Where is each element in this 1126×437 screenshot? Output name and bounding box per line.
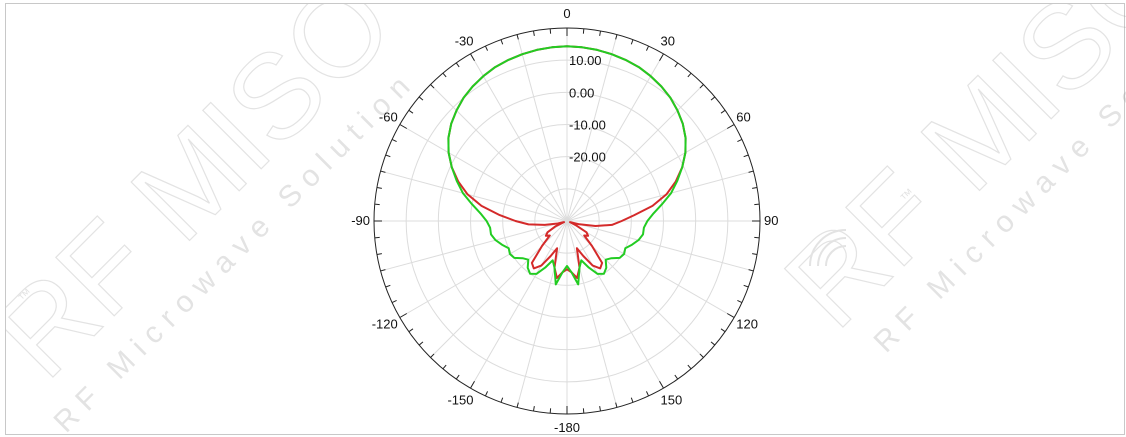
ring-value-label: 10.00 bbox=[569, 53, 602, 68]
angle-tick-mark bbox=[699, 353, 704, 358]
angle-tick-mark bbox=[599, 406, 602, 412]
angle-tick-mark bbox=[532, 406, 535, 412]
angle-tick-label: -180 bbox=[554, 420, 580, 435]
polar-labels: 0 30 60 90 120 150 -180 -150 -120 -90 -60 -30 10.00 0… bbox=[351, 6, 778, 435]
angle-tick-mark bbox=[470, 380, 475, 389]
angle-tick-mark bbox=[532, 30, 535, 36]
angle-tick-mark bbox=[516, 402, 519, 408]
angle-tick-mark bbox=[516, 34, 519, 40]
polar-grid bbox=[373, 27, 761, 415]
ring-value-label: 0.00 bbox=[569, 85, 594, 100]
watermark-signal-icon bbox=[809, 229, 847, 267]
angle-tick-mark bbox=[500, 397, 504, 403]
angle-tick-label: 150 bbox=[661, 392, 683, 407]
angle-tick-mark bbox=[599, 30, 602, 36]
angle-tick-mark bbox=[430, 84, 435, 89]
angle-tick-mark bbox=[748, 269, 754, 272]
angle-tick-mark bbox=[726, 313, 735, 318]
angle-tick-label: -120 bbox=[372, 317, 398, 332]
angle-tick-mark bbox=[391, 299, 397, 304]
angle-tick-mark bbox=[385, 284, 391, 288]
angle-tick-mark bbox=[737, 299, 743, 304]
angle-tick-mark bbox=[408, 109, 414, 114]
angle-tick-mark bbox=[710, 341, 716, 346]
angle-tick-mark bbox=[726, 124, 735, 129]
angle-tick-mark bbox=[484, 391, 489, 397]
angle-tick-mark bbox=[687, 72, 692, 78]
angle-tick-mark bbox=[720, 109, 726, 114]
angle-tick-mark bbox=[645, 391, 650, 397]
angle-tick-mark bbox=[720, 328, 726, 333]
angle-tick-label: 30 bbox=[661, 34, 675, 49]
angle-tick-mark bbox=[391, 138, 397, 143]
angle-tick-mark bbox=[430, 353, 435, 358]
angle-tick-label: 120 bbox=[736, 317, 758, 332]
angle-tick-mark bbox=[455, 62, 460, 68]
angle-tick-mark bbox=[674, 62, 679, 68]
polar-series bbox=[447, 45, 687, 286]
angle-tick-mark bbox=[380, 170, 386, 173]
angle-tick-mark bbox=[659, 53, 664, 62]
ring-gridline bbox=[534, 188, 600, 254]
ring-value-label: -10.00 bbox=[569, 118, 606, 133]
ring-gridline bbox=[470, 124, 664, 318]
angle-tick-mark bbox=[484, 45, 489, 51]
angle-tick-mark bbox=[470, 53, 475, 62]
ring-value-label: -20.00 bbox=[569, 150, 606, 165]
chart-frame: RF MISO RF Microwave Solution ™ RF MISO … bbox=[5, 3, 1126, 436]
angle-tick-label: -30 bbox=[455, 34, 474, 49]
angle-tick-mark bbox=[687, 364, 692, 370]
angle-tick-mark bbox=[399, 124, 408, 129]
angle-tick-mark bbox=[748, 170, 754, 173]
angle-tick-mark bbox=[699, 84, 704, 89]
angle-tick-mark bbox=[630, 39, 634, 45]
series-trace-2 bbox=[447, 45, 687, 286]
angle-tick-mark bbox=[737, 138, 743, 143]
angle-tick-mark bbox=[752, 253, 758, 256]
angle-tick-mark bbox=[710, 96, 716, 101]
angle-tick-mark bbox=[659, 380, 664, 389]
polar-ticks bbox=[374, 28, 760, 414]
angle-tick-mark bbox=[455, 374, 460, 380]
angle-tick-mark bbox=[500, 39, 504, 45]
angle-tick-mark bbox=[408, 328, 414, 333]
angle-tick-mark bbox=[376, 186, 382, 189]
ring-gridline bbox=[405, 59, 729, 383]
angle-tick-label: 0 bbox=[563, 6, 570, 21]
angle-tick-label: 60 bbox=[736, 110, 750, 125]
angle-tick-label: -60 bbox=[379, 110, 398, 125]
angle-tick-mark bbox=[399, 313, 408, 318]
angle-tick-mark bbox=[752, 186, 758, 189]
angle-tick-mark bbox=[385, 154, 391, 158]
angle-tick-mark bbox=[743, 284, 749, 288]
angle-tick-mark bbox=[380, 269, 386, 272]
ring-gridline bbox=[502, 156, 632, 286]
angle-tick-mark bbox=[418, 341, 424, 346]
angle-tick-mark bbox=[645, 45, 650, 51]
watermark-brand-left: RF MISO bbox=[6, 4, 418, 402]
ring-gridline bbox=[437, 91, 697, 351]
angle-tick-label: -150 bbox=[447, 392, 473, 407]
angle-tick-mark bbox=[615, 34, 618, 40]
angle-tick-mark bbox=[674, 374, 679, 380]
angle-tick-label: 90 bbox=[764, 213, 778, 228]
angle-tick-mark bbox=[442, 72, 447, 78]
angle-tick-mark bbox=[743, 154, 749, 158]
angle-tick-mark bbox=[630, 397, 634, 403]
angle-tick-mark bbox=[615, 402, 618, 408]
angle-tick-label: -90 bbox=[351, 213, 370, 228]
angle-tick-mark bbox=[418, 96, 424, 101]
polar-chart: RF MISO RF Microwave Solution ™ RF MISO … bbox=[6, 4, 1126, 436]
angle-tick-mark bbox=[442, 364, 447, 370]
angle-tick-mark bbox=[376, 253, 382, 256]
